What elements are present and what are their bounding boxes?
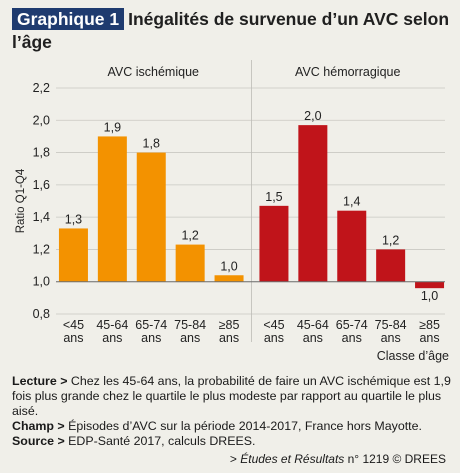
publication-credit: > Études et Résultats n° 1219 © DREES xyxy=(230,452,446,466)
x-tick-label-line1: 75-84 xyxy=(174,318,206,332)
chart-notes: Lecture > Chez les 45-64 ans, la probabi… xyxy=(12,374,452,449)
chart-title: Graphique 1 Inégalités de survenue d’un A… xyxy=(12,8,452,54)
bar xyxy=(97,136,127,282)
bar xyxy=(298,125,328,282)
y-tick-label: 0,8 xyxy=(33,307,50,321)
y-tick-label: 1,6 xyxy=(33,178,50,192)
bar xyxy=(376,249,406,282)
bar-chart: 0,8 1,0 1,2 1,4 1,6 1,8 2,0 2,2 Ratio Q1-Q4 AVC i… xyxy=(15,60,449,363)
x-axis-label: Classe d’âge xyxy=(377,349,449,363)
figure-number-tag: Graphique 1 xyxy=(12,8,125,30)
x-tick-label-line2: ans xyxy=(141,331,161,345)
data-label: 1,0 xyxy=(220,259,237,273)
credit-prefix: > xyxy=(229,452,241,466)
data-label: 1,9 xyxy=(104,120,121,134)
note-source-label: Source > xyxy=(12,434,65,448)
data-label: 1,4 xyxy=(343,195,360,209)
series-name-label: AVC ischémique xyxy=(108,65,200,79)
x-tick-label-line2: ans xyxy=(381,331,401,345)
x-tick-label-line2: ans xyxy=(180,331,200,345)
y-tick-label: 1,2 xyxy=(33,242,50,256)
note-source: Source > EDP-Santé 2017, calculs DREES. xyxy=(12,434,452,449)
x-tick-label-line1: 45-64 xyxy=(96,318,128,332)
x-tick-label-line2: ans xyxy=(264,331,284,345)
bar xyxy=(136,152,166,282)
note-lecture: Lecture > Chez les 45-64 ans, la probabi… xyxy=(12,374,452,419)
y-tick-label: 1,0 xyxy=(33,275,50,289)
data-label: 1,2 xyxy=(382,233,399,247)
note-champ: Champ > Épisodes d’AVC sur la période 20… xyxy=(12,419,452,434)
bar xyxy=(58,228,88,282)
note-lecture-label: Lecture > xyxy=(12,374,68,388)
data-label: 1,0 xyxy=(421,289,438,303)
x-tick-label-line1: <45 xyxy=(63,318,84,332)
x-tick-label-line1: ≥85 xyxy=(219,318,240,332)
x-tick-label-line2: ans xyxy=(102,331,122,345)
credit-publication: Études et Résultats xyxy=(240,452,345,466)
note-champ-label: Champ > xyxy=(12,419,65,433)
note-lecture-text: Chez les 45-64 ans, la probabilité de fa… xyxy=(12,374,451,418)
credit-suffix: n° 1219 © DREES xyxy=(344,452,446,466)
note-source-text: EDP-Santé 2017, calculs DREES. xyxy=(68,434,256,448)
chart-area: 0,8 1,0 1,2 1,4 1,6 1,8 2,0 2,2 Ratio Q1-Q4 AVC i… xyxy=(0,58,460,370)
y-tick-label: 1,4 xyxy=(33,210,50,224)
x-tick-label-line1: 65-74 xyxy=(135,318,167,332)
bar xyxy=(337,210,367,282)
x-tick-label-line2: ans xyxy=(303,331,323,345)
x-tick-label-line2: ans xyxy=(63,331,83,345)
bar xyxy=(415,281,445,289)
y-tick-label: 2,2 xyxy=(33,81,50,95)
y-tick-label: 2,0 xyxy=(33,113,50,127)
note-champ-text: Épisodes d’AVC sur la période 2014-2017,… xyxy=(68,419,422,433)
bar xyxy=(259,205,289,282)
x-tick-label-line1: <45 xyxy=(263,318,284,332)
data-label: 1,5 xyxy=(265,190,282,204)
series-name-label: AVC hémorragique xyxy=(295,65,400,79)
bar xyxy=(214,275,244,282)
data-label: 2,0 xyxy=(304,109,321,123)
x-tick-label-line1: ≥85 xyxy=(419,318,440,332)
x-tick-label-line2: ans xyxy=(219,331,239,345)
bar xyxy=(175,244,205,282)
figure-title-text: Inégalités de survenue d’un AVC selon l’… xyxy=(12,9,450,52)
data-label: 1,8 xyxy=(143,137,160,151)
x-tick-label-line1: 65-74 xyxy=(336,318,368,332)
x-tick-label-line1: 45-64 xyxy=(297,318,329,332)
y-tick-label: 1,8 xyxy=(33,146,50,160)
x-tick-label-line2: ans xyxy=(419,331,439,345)
y-axis-label: Ratio Q1-Q4 xyxy=(15,168,27,233)
x-tick-label-line2: ans xyxy=(342,331,362,345)
data-label: 1,2 xyxy=(181,229,198,243)
data-label: 1,3 xyxy=(65,212,82,226)
x-tick-label-line1: 75-84 xyxy=(375,318,407,332)
